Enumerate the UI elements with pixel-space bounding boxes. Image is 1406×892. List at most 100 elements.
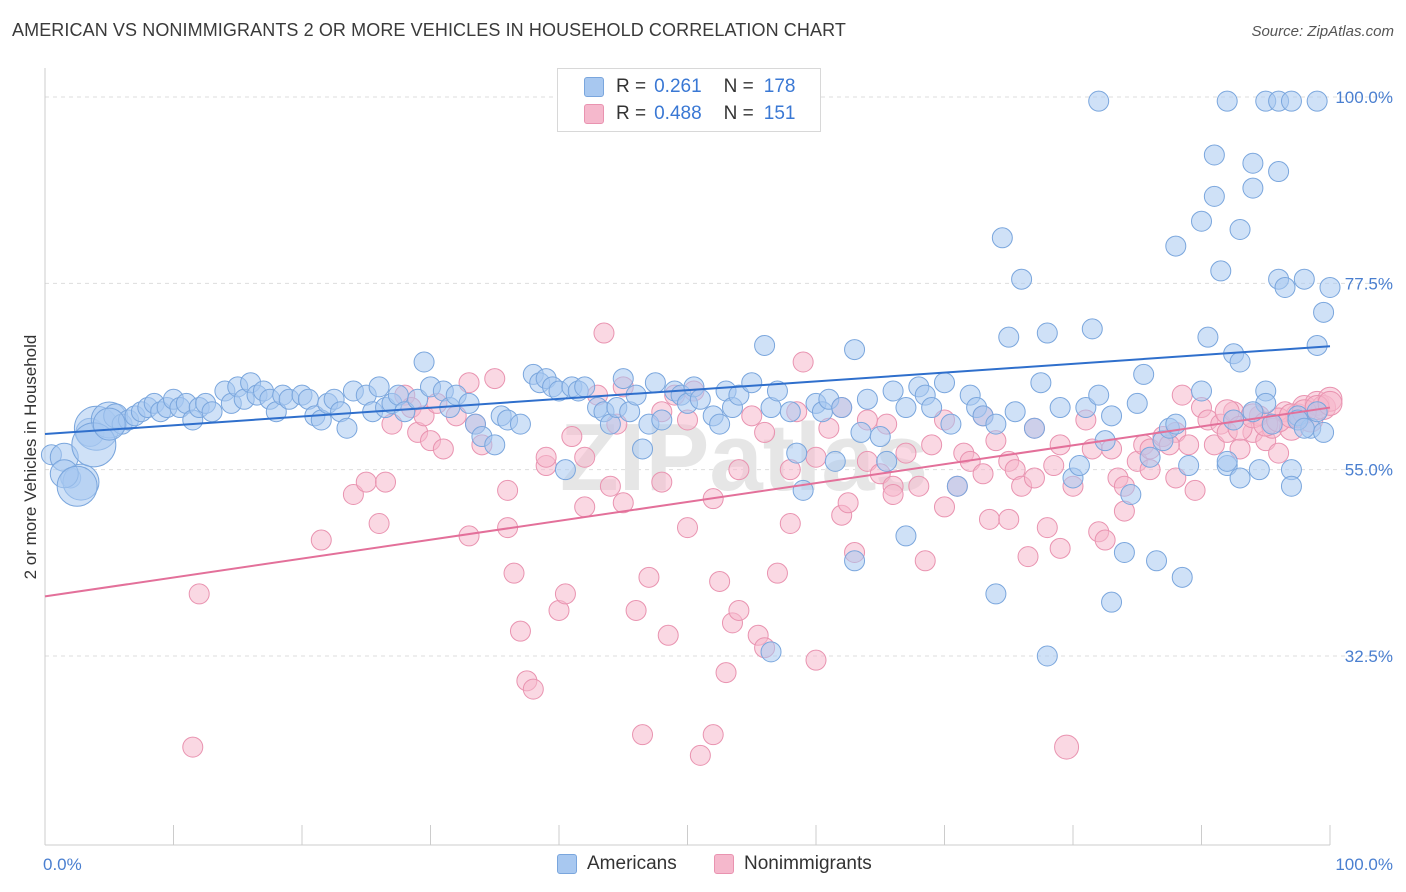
americans-point xyxy=(1293,268,1315,290)
americans-point xyxy=(1023,417,1045,439)
nonimmigrants-point xyxy=(702,724,724,746)
americans-point xyxy=(856,388,878,410)
americans-point xyxy=(779,401,801,423)
r-label: R = xyxy=(616,103,647,124)
americans-point xyxy=(895,397,917,419)
americans-swatch xyxy=(584,77,604,97)
nonimmigrants-trend-line xyxy=(44,406,1331,598)
nonimmigrants-point xyxy=(375,471,397,493)
americans-point xyxy=(1248,459,1270,481)
americans-point xyxy=(1203,185,1225,207)
americans-point xyxy=(56,465,98,507)
y-tick-label: 32.5% xyxy=(1345,647,1393,666)
nonimmigrants-point xyxy=(535,446,557,468)
americans-point xyxy=(484,434,506,456)
americans-point xyxy=(1120,484,1142,506)
americans-point xyxy=(1197,326,1219,348)
americans-point xyxy=(1049,397,1071,419)
correlation-legend: R = 0.261 N = 178 R = 0.488 N = 151 xyxy=(557,68,821,132)
nonimmigrants-point xyxy=(1017,546,1039,568)
nonimmigrants-point xyxy=(709,570,731,592)
nonimmigrants-point xyxy=(188,583,210,605)
nonimmigrants-point xyxy=(1043,455,1065,477)
americans-point xyxy=(1133,363,1155,385)
y-axis-label: 2 or more Vehicles in Household xyxy=(21,335,40,580)
americans-point xyxy=(1081,318,1103,340)
americans-point xyxy=(1101,591,1123,613)
americans-point xyxy=(612,368,634,390)
nonimmigrants-point xyxy=(593,322,615,344)
americans-point xyxy=(1293,417,1315,439)
americans-point xyxy=(689,388,711,410)
americans-legend-label: Americans xyxy=(587,853,677,874)
americans-point xyxy=(1004,401,1026,423)
americans-point xyxy=(574,376,596,398)
r-value: 0.488 xyxy=(654,103,702,124)
americans-point xyxy=(991,227,1013,249)
americans-point xyxy=(985,413,1007,435)
americans-point xyxy=(1036,322,1058,344)
nonimmigrants-point xyxy=(1171,384,1193,406)
americans-point xyxy=(760,641,782,663)
nonimmigrants-point xyxy=(728,599,750,621)
americans-point xyxy=(1229,219,1251,241)
nonimmigrants-point xyxy=(805,446,827,468)
americans-point xyxy=(1075,397,1097,419)
americans-trend-line xyxy=(44,345,1331,436)
r-label: R = xyxy=(616,76,647,97)
americans-point xyxy=(728,384,750,406)
nonimmigrants-point xyxy=(805,649,827,671)
nonimmigrants-point xyxy=(921,434,943,456)
americans-point xyxy=(1011,268,1033,290)
n-value: 151 xyxy=(763,103,796,124)
americans-point xyxy=(413,351,435,373)
n-value: 178 xyxy=(763,76,796,97)
nonimmigrants-point xyxy=(908,475,930,497)
americans-point xyxy=(831,397,853,419)
nonimmigrants-point xyxy=(895,442,917,464)
nonimmigrants-point xyxy=(1049,434,1071,456)
americans-point xyxy=(1242,177,1264,199)
nonimmigrants-point xyxy=(715,662,737,684)
americans-point xyxy=(1126,392,1148,414)
americans-point xyxy=(946,475,968,497)
nonimmigrants-point xyxy=(1165,467,1187,489)
nonimmigrants-point xyxy=(182,736,204,758)
nonimmigrants-point xyxy=(561,426,583,448)
nonimmigrants-point xyxy=(632,724,654,746)
americans-point xyxy=(1139,446,1161,468)
nonimmigrants-point xyxy=(522,678,544,700)
americans-point xyxy=(1229,351,1251,373)
americans-point xyxy=(1036,645,1058,667)
trend-lines xyxy=(44,345,1331,598)
americans-point xyxy=(1306,334,1328,356)
americans-point xyxy=(1274,276,1296,298)
americans-point xyxy=(92,407,126,441)
nonimmigrants-point xyxy=(599,475,621,497)
americans-point xyxy=(632,438,654,460)
nonimmigrants-point xyxy=(497,479,519,501)
nonimmigrants-point xyxy=(934,496,955,518)
americans-point xyxy=(1216,450,1238,472)
americans-point xyxy=(1030,372,1052,394)
nonimmigrants-point xyxy=(554,583,576,605)
americans-point xyxy=(1165,235,1187,257)
nonimmigrants-swatch xyxy=(584,104,604,124)
americans-point xyxy=(368,376,390,398)
n-label: N = xyxy=(723,103,754,124)
americans-point xyxy=(1088,90,1110,112)
americans-point xyxy=(940,413,962,435)
americans-point xyxy=(895,525,917,547)
americans-point xyxy=(1113,541,1135,563)
nonimmigrants-point xyxy=(972,463,994,485)
nonimmigrants-point xyxy=(978,508,1000,530)
x-tick-label: 0.0% xyxy=(43,855,82,874)
nonimmigrants-point xyxy=(689,744,711,766)
nonimmigrants-point xyxy=(998,508,1020,530)
americans-point xyxy=(741,372,763,394)
americans-point xyxy=(1210,260,1232,282)
nonimmigrants-point xyxy=(651,471,673,493)
americans-point xyxy=(1216,90,1238,112)
americans-point xyxy=(709,413,731,435)
